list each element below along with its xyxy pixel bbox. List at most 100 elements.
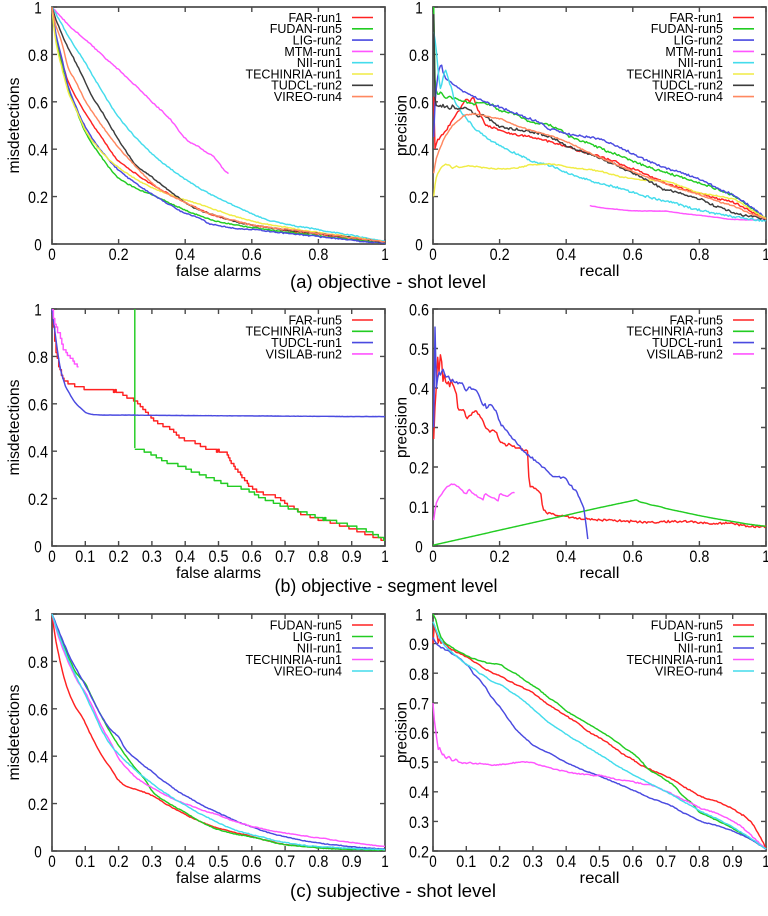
svg-text:FAR-run5: FAR-run5 xyxy=(670,313,724,327)
svg-text:VISILAB-run2: VISILAB-run2 xyxy=(647,347,723,361)
svg-text:0.2: 0.2 xyxy=(409,459,429,478)
svg-text:0.2: 0.2 xyxy=(109,547,129,566)
svg-text:TUDCL-run2: TUDCL-run2 xyxy=(652,79,723,93)
svg-text:0.2: 0.2 xyxy=(28,490,48,509)
svg-text:0.3: 0.3 xyxy=(409,419,429,438)
svg-text:0.8: 0.8 xyxy=(689,245,709,264)
svg-text:1: 1 xyxy=(415,0,423,18)
svg-text:0.8: 0.8 xyxy=(28,348,48,367)
svg-text:FUDAN-run5: FUDAN-run5 xyxy=(270,22,342,36)
svg-text:0.6: 0.6 xyxy=(409,93,429,112)
svg-text:0.8: 0.8 xyxy=(308,547,328,566)
svg-text:FUDAN-run5: FUDAN-run5 xyxy=(270,618,342,632)
svg-text:0.7: 0.7 xyxy=(409,694,429,713)
svg-text:0.8: 0.8 xyxy=(308,245,328,264)
svg-text:TECHINRIA-run1: TECHINRIA-run1 xyxy=(245,653,342,667)
svg-text:0.4: 0.4 xyxy=(175,547,195,566)
svg-text:0.9: 0.9 xyxy=(409,635,429,654)
svg-text:1: 1 xyxy=(34,301,42,320)
svg-text:1: 1 xyxy=(381,852,389,871)
svg-text:FAR-run5: FAR-run5 xyxy=(289,313,343,327)
svg-text:0.4: 0.4 xyxy=(409,783,429,802)
svg-text:0: 0 xyxy=(415,236,423,255)
svg-text:0.8: 0.8 xyxy=(689,547,709,566)
svg-text:0.4: 0.4 xyxy=(556,852,576,871)
svg-text:FUDAN-run5: FUDAN-run5 xyxy=(651,22,723,36)
svg-text:0.8: 0.8 xyxy=(28,46,48,65)
svg-text:0.4: 0.4 xyxy=(556,547,576,566)
svg-text:TECHINRIA-run3: TECHINRIA-run3 xyxy=(245,325,342,339)
svg-text:0.9: 0.9 xyxy=(342,547,362,566)
svg-text:0.8: 0.8 xyxy=(308,852,328,871)
svg-text:0: 0 xyxy=(415,538,423,557)
svg-text:0.2: 0.2 xyxy=(28,795,48,814)
svg-text:0.2: 0.2 xyxy=(490,852,510,871)
svg-text:1: 1 xyxy=(381,245,389,264)
svg-text:0.2: 0.2 xyxy=(28,188,48,207)
svg-text:false alarms: false alarms xyxy=(176,565,261,582)
svg-text:0: 0 xyxy=(429,245,437,264)
svg-text:(c) subjective - shot level: (c) subjective - shot level xyxy=(290,881,496,901)
svg-text:FUDAN-run5: FUDAN-run5 xyxy=(651,618,723,632)
svg-text:0.9: 0.9 xyxy=(342,852,362,871)
svg-text:0.3: 0.3 xyxy=(409,813,429,832)
svg-text:0.5: 0.5 xyxy=(409,754,429,773)
svg-text:0.7: 0.7 xyxy=(275,547,295,566)
svg-text:0.4: 0.4 xyxy=(28,748,48,767)
svg-text:misdetections: misdetections xyxy=(6,684,23,780)
svg-text:NII-run1: NII-run1 xyxy=(678,56,723,70)
svg-text:0.2: 0.2 xyxy=(409,188,429,207)
svg-text:1: 1 xyxy=(381,547,389,566)
svg-text:0: 0 xyxy=(48,547,56,566)
svg-text:0.2: 0.2 xyxy=(109,245,129,264)
svg-text:0.6: 0.6 xyxy=(28,700,48,719)
svg-text:NII-run1: NII-run1 xyxy=(297,641,342,655)
svg-text:NII-run1: NII-run1 xyxy=(678,641,723,655)
svg-text:0.3: 0.3 xyxy=(142,852,162,871)
svg-text:0.5: 0.5 xyxy=(209,852,229,871)
svg-text:0.9: 0.9 xyxy=(723,852,743,871)
svg-text:0.8: 0.8 xyxy=(409,46,429,65)
svg-text:1: 1 xyxy=(762,245,768,264)
svg-text:0.6: 0.6 xyxy=(409,724,429,743)
svg-text:TECHINRIA-run3: TECHINRIA-run3 xyxy=(626,325,723,339)
svg-text:VIREO-run4: VIREO-run4 xyxy=(274,90,342,104)
svg-text:0.6: 0.6 xyxy=(242,547,262,566)
svg-text:0.4: 0.4 xyxy=(409,380,429,399)
svg-text:0.3: 0.3 xyxy=(523,852,543,871)
svg-text:MTM-run1: MTM-run1 xyxy=(284,45,342,59)
svg-text:0.6: 0.6 xyxy=(623,852,643,871)
svg-text:TECHINRIA-run1: TECHINRIA-run1 xyxy=(626,67,723,81)
svg-text:LIG-run2: LIG-run2 xyxy=(293,34,342,48)
svg-text:precision: precision xyxy=(394,702,411,763)
svg-text:(a) objective - shot level: (a) objective - shot level xyxy=(290,272,486,292)
svg-text:0.4: 0.4 xyxy=(556,245,576,264)
svg-text:false alarms: false alarms xyxy=(176,870,261,887)
svg-text:misdetections: misdetections xyxy=(6,379,23,475)
svg-text:NII-run1: NII-run1 xyxy=(297,56,342,70)
svg-text:FAR-run1: FAR-run1 xyxy=(289,11,343,25)
svg-text:1: 1 xyxy=(34,0,42,18)
svg-text:0.5: 0.5 xyxy=(590,852,610,871)
svg-text:recall: recall xyxy=(580,263,620,280)
svg-text:0.7: 0.7 xyxy=(656,852,676,871)
svg-text:(b) objective - segment level: (b) objective - segment level xyxy=(275,576,498,596)
svg-text:0.8: 0.8 xyxy=(28,653,48,672)
svg-text:VISILAB-run2: VISILAB-run2 xyxy=(266,347,342,361)
svg-text:1: 1 xyxy=(762,852,768,871)
svg-text:0: 0 xyxy=(34,236,42,255)
svg-text:TUDCL-run1: TUDCL-run1 xyxy=(652,336,723,350)
svg-text:TUDCL-run2: TUDCL-run2 xyxy=(271,79,342,93)
svg-text:LIG-run1: LIG-run1 xyxy=(293,630,342,644)
svg-text:0.4: 0.4 xyxy=(175,245,195,264)
svg-text:0.2: 0.2 xyxy=(490,245,510,264)
svg-text:0.2: 0.2 xyxy=(109,852,129,871)
svg-text:0.2: 0.2 xyxy=(409,843,429,862)
svg-text:0: 0 xyxy=(48,852,56,871)
svg-text:1: 1 xyxy=(762,547,768,566)
svg-text:0.1: 0.1 xyxy=(409,498,429,517)
svg-text:0.1: 0.1 xyxy=(456,852,476,871)
svg-text:precision: precision xyxy=(394,95,411,156)
svg-text:0.4: 0.4 xyxy=(28,443,48,462)
svg-text:VIREO-run4: VIREO-run4 xyxy=(655,664,723,678)
